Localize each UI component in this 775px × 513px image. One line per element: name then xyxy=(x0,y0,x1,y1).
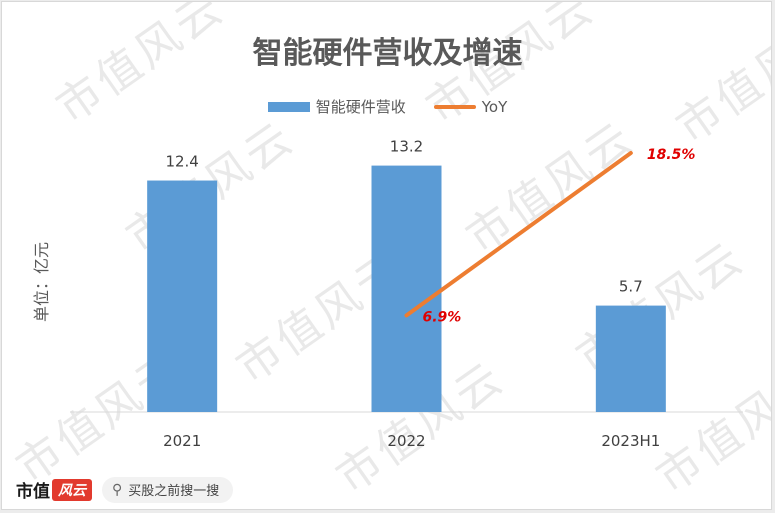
yoy-value-label: 18.5% xyxy=(647,147,696,163)
footer: 市值 风云 ⚲ 买股之前搜一搜 xyxy=(2,468,771,509)
yoy-line xyxy=(404,151,633,318)
chart-plot: 12.4 2021 13.2 2022 5.7 2023H1 6.9% 18.5% xyxy=(70,138,743,450)
search-box[interactable]: ⚲ 买股之前搜一搜 xyxy=(102,476,234,503)
logo-text: 市值 xyxy=(16,482,50,502)
legend-swatch-line xyxy=(433,104,476,109)
bar-value-label: 13.2 xyxy=(390,138,423,156)
legend-label-bar: 智能硬件营收 xyxy=(315,98,406,116)
legend: 智能硬件营收 YoY xyxy=(2,96,771,117)
x-tick-label: 2021 xyxy=(163,432,201,450)
search-icon: ⚲ xyxy=(112,481,123,498)
bar xyxy=(595,305,666,412)
bar xyxy=(147,180,218,412)
brand-logo: 市值 风云 xyxy=(16,477,92,502)
x-tick-label: 2023H1 xyxy=(601,432,660,450)
yoy-value-label: 6.9% xyxy=(423,309,462,325)
logo-mark: 风云 xyxy=(52,478,92,501)
bar-value-label: 12.4 xyxy=(165,153,198,171)
legend-item-bar: 智能硬件营收 xyxy=(267,96,406,117)
x-tick-label: 2022 xyxy=(387,432,425,450)
bar xyxy=(371,165,442,412)
chart-title: 智能硬件营收及增速 xyxy=(252,36,523,71)
bar-value-label: 5.7 xyxy=(619,278,643,296)
legend-item-line: YoY xyxy=(433,97,508,116)
legend-label-line: YoY xyxy=(481,97,508,116)
search-text: 买股之前搜一搜 xyxy=(128,484,220,499)
legend-swatch-bar xyxy=(267,101,310,112)
